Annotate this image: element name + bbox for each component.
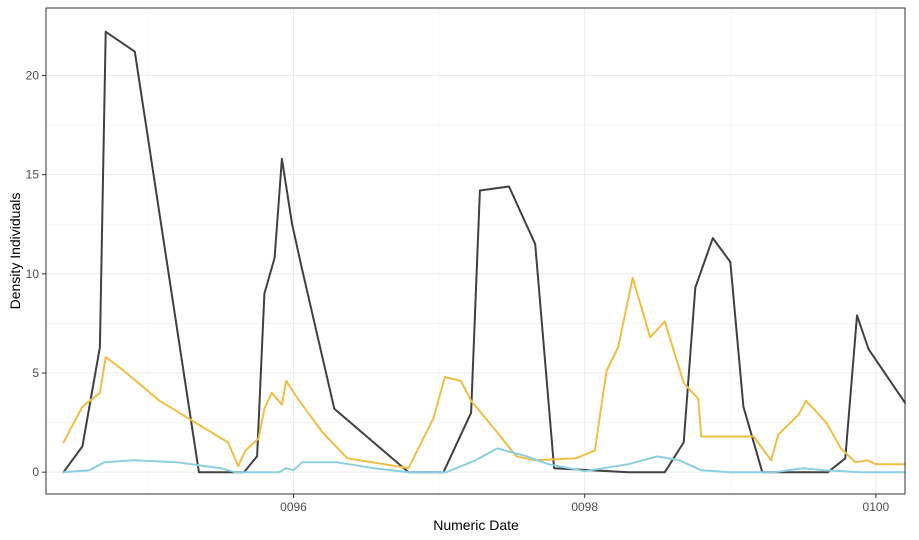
y-axis-title: Density Individuals <box>7 193 23 310</box>
y-tick-label: 0 <box>32 465 39 479</box>
y-tick-label: 5 <box>32 366 39 380</box>
x-tick-label: 0100 <box>863 500 890 514</box>
y-axis-ticks: 0 5 10 15 20 <box>26 68 46 479</box>
gridlines <box>46 8 905 494</box>
x-tick-label: 0096 <box>280 500 307 514</box>
series-lines <box>62 30 906 474</box>
y-tick-label: 10 <box>26 267 40 281</box>
x-tick-label: 0098 <box>571 500 598 514</box>
y-tick-label: 20 <box>26 68 40 82</box>
plot-border <box>45 7 906 495</box>
series-line-3 <box>62 447 906 474</box>
series-line-1 <box>62 30 906 474</box>
y-tick-label: 15 <box>26 168 40 182</box>
series-line-2 <box>62 276 906 470</box>
x-axis-ticks: 0096 0098 0100 <box>280 494 890 514</box>
x-axis-title: Numeric Date <box>433 517 519 533</box>
plot-panel <box>46 8 905 494</box>
